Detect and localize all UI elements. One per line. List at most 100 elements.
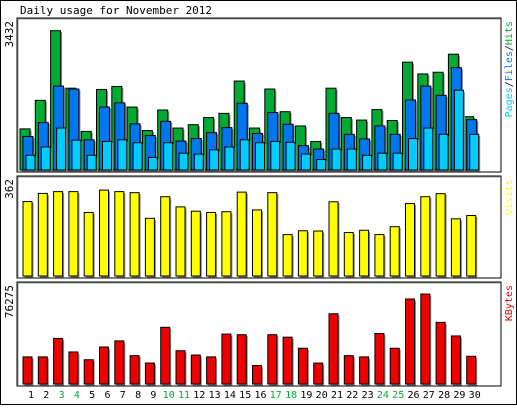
day-label-6: 6 xyxy=(104,390,110,401)
bottom-bar-kbytes-2 xyxy=(37,356,48,385)
bottom-bar-kbytes-14 xyxy=(221,333,232,385)
middle-bar-visits-10 xyxy=(160,196,171,277)
top-bar-pages-17 xyxy=(270,140,281,171)
middle-bar-visits-27 xyxy=(420,196,431,277)
middle-bar-visits-11 xyxy=(175,206,186,277)
bottom-bar-kbytes-29 xyxy=(450,335,461,385)
top-panel: 3432 Pages/Files/Hits xyxy=(3,17,515,173)
top-legend-item-0: Pages xyxy=(504,87,515,117)
middle-bar-visits-8 xyxy=(129,192,140,277)
bottom-bar-kbytes-5 xyxy=(83,359,94,385)
bottom-bar-kbytes-10 xyxy=(160,326,171,385)
day-label-7: 7 xyxy=(120,390,126,401)
bottom-bar-kbytes-28 xyxy=(435,321,446,385)
bottom-bar-kbytes-25 xyxy=(389,347,400,385)
top-bar-pages-30 xyxy=(469,133,480,171)
middle-bar-visits-4 xyxy=(68,191,79,277)
middle-bar-visits-23 xyxy=(359,229,370,277)
top-bar-pages-3 xyxy=(56,127,67,171)
top-bar-pages-5 xyxy=(86,154,97,171)
middle-bar-visits-6 xyxy=(99,189,109,277)
bottom-bar-kbytes-9 xyxy=(144,362,155,385)
bottom-panel: 76275 KBytes xyxy=(3,281,515,387)
bottom-bar-kbytes-6 xyxy=(99,346,109,385)
top-bar-pages-2 xyxy=(40,146,51,171)
middle-legend-item-0: Visits xyxy=(504,179,515,215)
middle-bar-visits-2 xyxy=(37,192,48,277)
top-bar-pages-24 xyxy=(377,152,388,171)
top-bar-pages-28 xyxy=(438,133,449,171)
middle-panel: 362 Visits xyxy=(3,175,515,279)
day-label-19: 19 xyxy=(300,390,312,401)
graph-title: Daily usage for November 2012 xyxy=(20,4,212,17)
day-axis-labels: 1 2 3 4 5 6 7 8 9 10 11 12 13 14 15 16 17 18 19 20 21 22 23 24 2… xyxy=(28,390,481,401)
day-label-27: 27 xyxy=(423,390,435,401)
bottom-bar-kbytes-11 xyxy=(175,350,186,385)
top-bar-pages-29 xyxy=(453,89,464,171)
top-bar-pages-13 xyxy=(209,149,220,171)
top-bar-pages-6 xyxy=(102,140,112,171)
middle-bar-visits-21 xyxy=(328,201,339,277)
day-label-21: 21 xyxy=(331,390,343,401)
middle-bar-visits-22 xyxy=(343,232,354,277)
top-ymax-label: 3432 xyxy=(3,21,16,48)
middle-bar-visits-26 xyxy=(405,203,415,277)
day-label-23: 23 xyxy=(362,390,374,401)
middle-bar-visits-5 xyxy=(83,211,94,277)
day-label-16: 16 xyxy=(254,390,266,401)
bottom-bar-kbytes-22 xyxy=(343,355,354,385)
bottom-bar-kbytes-7 xyxy=(114,340,125,385)
day-label-29: 29 xyxy=(453,390,465,401)
bottom-bar-kbytes-15 xyxy=(236,334,247,385)
top-bar-pages-9 xyxy=(147,156,158,171)
bottom-bar-kbytes-27 xyxy=(420,293,431,385)
middle-bar-visits-13 xyxy=(206,211,217,277)
day-label-28: 28 xyxy=(438,390,450,401)
bottom-bar-kbytes-13 xyxy=(206,356,217,385)
middle-bar-visits-19 xyxy=(297,230,308,277)
bottom-legend: KBytes xyxy=(504,285,515,321)
bottom-bar-kbytes-18 xyxy=(282,336,293,385)
middle-bar-visits-16 xyxy=(252,209,262,277)
bottom-bar-kbytes-24 xyxy=(374,332,385,385)
day-label-12: 12 xyxy=(193,390,205,401)
day-label-3: 3 xyxy=(59,390,65,401)
bottom-bar-kbytes-4 xyxy=(68,351,79,385)
top-legend: Pages/Files/Hits xyxy=(504,21,515,117)
bottom-bar-kbytes-23 xyxy=(359,356,370,385)
middle-bar-visits-12 xyxy=(190,210,201,277)
top-bar-pages-12 xyxy=(193,153,204,171)
top-legend-item-3: / xyxy=(504,45,515,51)
bottom-ymax-label: 76275 xyxy=(3,285,16,318)
day-label-10: 10 xyxy=(163,390,175,401)
top-legend-item-1: / xyxy=(504,81,515,87)
top-bar-pages-23 xyxy=(362,154,373,171)
middle-bar-visits-15 xyxy=(236,191,247,277)
top-bar-pages-7 xyxy=(117,139,128,171)
day-label-17: 17 xyxy=(270,390,282,401)
top-legend-item-4: Hits xyxy=(504,21,515,45)
top-bar-pages-16 xyxy=(255,142,265,171)
top-bar-pages-15 xyxy=(239,139,250,171)
top-bar-pages-20 xyxy=(316,159,327,171)
middle-bar-visits-18 xyxy=(282,234,293,277)
middle-legend: Visits xyxy=(504,179,515,215)
middle-ymax-label: 362 xyxy=(3,179,16,199)
bottom-bar-kbytes-26 xyxy=(405,298,415,385)
top-bar-pages-19 xyxy=(300,153,311,171)
middle-bar-visits-14 xyxy=(221,211,232,277)
top-bar-pages-27 xyxy=(423,127,434,171)
day-label-18: 18 xyxy=(285,390,297,401)
bottom-bar-kbytes-21 xyxy=(328,313,339,385)
top-bar-pages-10 xyxy=(163,142,174,171)
day-label-11: 11 xyxy=(178,390,190,401)
day-label-2: 2 xyxy=(43,390,49,401)
bottom-legend-item-0: KBytes xyxy=(504,285,515,321)
day-label-8: 8 xyxy=(135,390,141,401)
day-label-25: 25 xyxy=(392,390,404,401)
top-bar-pages-18 xyxy=(285,141,296,171)
day-label-5: 5 xyxy=(89,390,95,401)
middle-bar-visits-7 xyxy=(114,191,125,277)
